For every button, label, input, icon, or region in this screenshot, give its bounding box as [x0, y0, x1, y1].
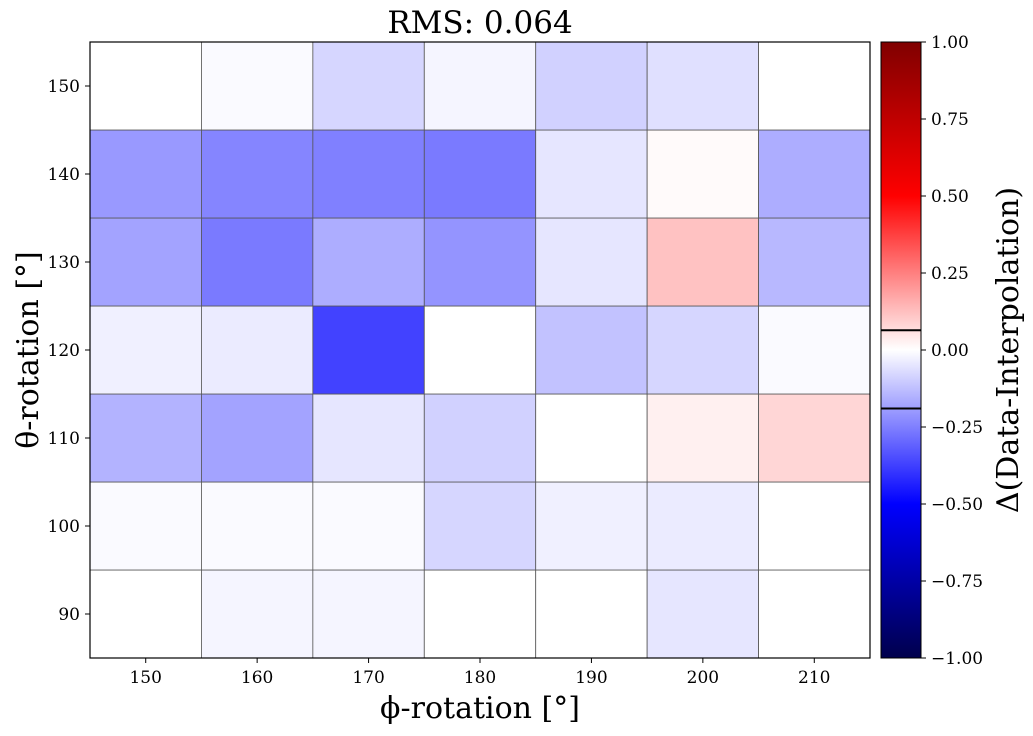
heatmap-cell	[201, 569, 314, 659]
heatmap-cell	[89, 305, 202, 395]
x-tick-label: 210	[798, 668, 830, 688]
colorbar-tick-label: 0.50	[931, 187, 969, 207]
heatmap-cell	[758, 305, 871, 395]
heatmap-cell	[201, 41, 314, 131]
x-axis-label: ϕ-rotation [°]	[380, 691, 580, 726]
colorbar-tick-label: 0.25	[931, 264, 969, 284]
y-tick-label: 140	[48, 165, 80, 185]
colorbar-tick-label: −1.00	[931, 649, 983, 669]
y-axis-ticks: 90 100 110 120 130 140 150	[48, 77, 90, 625]
heatmap-cell	[312, 129, 425, 219]
heatmap-cell	[646, 217, 759, 307]
heatmap-cell	[535, 393, 648, 483]
heatmap-cell	[89, 393, 202, 483]
colorbar-tick-label: −0.25	[931, 418, 983, 438]
heatmap-cell	[535, 41, 648, 131]
x-tick-label: 180	[464, 668, 496, 688]
heatmap-cell	[89, 569, 202, 659]
y-tick-label: 110	[48, 429, 80, 449]
colorbar-tick-label: −0.75	[931, 572, 983, 592]
heatmap-cell	[312, 481, 425, 571]
heatmap-cell	[535, 481, 648, 571]
colorbar-tick-label: 0.75	[931, 110, 969, 130]
heatmap-cell	[758, 41, 871, 131]
y-tick-label: 150	[48, 77, 80, 97]
heatmap-cell	[201, 481, 314, 571]
y-tick-label: 130	[48, 253, 80, 273]
heatmap-cell	[312, 569, 425, 659]
y-tick-label: 90	[58, 605, 80, 625]
heatmap-cell	[646, 481, 759, 571]
colorbar-tick-label: −0.50	[931, 495, 983, 515]
heatmap-cell	[535, 569, 648, 659]
heatmap-cell	[758, 129, 871, 219]
x-tick-label: 190	[575, 668, 607, 688]
heatmap-cell	[535, 217, 648, 307]
heatmap-cell	[423, 129, 537, 219]
heatmap-cell	[646, 569, 759, 659]
heatmap-cell	[312, 217, 425, 307]
heatmap-cell	[201, 393, 314, 483]
heatmap-cell	[201, 305, 314, 395]
colorbar	[880, 41, 922, 659]
plot-frame	[89, 41, 871, 659]
heatmap-cell	[89, 129, 202, 219]
y-axis-label: θ-rotation [°]	[11, 251, 46, 449]
heatmap-cells	[89, 41, 871, 659]
heatmap-cell	[89, 41, 202, 131]
heatmap-cell	[423, 481, 537, 571]
heatmap-cell	[423, 41, 537, 131]
heatmap-cell	[312, 305, 425, 395]
heatmap-cell	[758, 393, 871, 483]
heatmap-cell	[89, 481, 202, 571]
y-tick-label: 120	[48, 341, 80, 361]
x-tick-label: 170	[352, 668, 384, 688]
heatmap-cell	[312, 393, 425, 483]
heatmap-cell	[758, 569, 871, 659]
heatmap-cell	[201, 129, 314, 219]
chart-title: RMS: 0.064	[387, 5, 572, 41]
colorbar-tick-label: 1.00	[931, 33, 969, 53]
colorbar-ticks: 1.00 0.75 0.50 0.25 0.00 −0.25 −0.50 −0.75 −1.00	[921, 33, 983, 669]
x-tick-label: 200	[687, 668, 719, 688]
heatmap-cell	[646, 305, 759, 395]
colorbar-band-markers	[881, 329, 921, 410]
x-tick-label: 150	[129, 668, 161, 688]
heatmap-cell	[312, 41, 425, 131]
heatmap-cell	[423, 217, 537, 307]
heatmap-cell	[758, 481, 871, 571]
heatmap-cell	[535, 129, 648, 219]
colorbar-tick-label: 0.00	[931, 341, 969, 361]
heatmap-cell	[423, 393, 537, 483]
heatmap-cell	[646, 41, 759, 131]
x-tick-label: 160	[241, 668, 273, 688]
colorbar-label: Δ(Data-Interpolation)	[991, 187, 1026, 513]
x-axis-ticks: 150 160 170 180 190 200 210	[129, 658, 831, 688]
y-tick-label: 100	[48, 517, 80, 537]
heatmap-cell	[423, 305, 537, 395]
heatmap-cell	[201, 217, 314, 307]
heatmap-cell	[758, 217, 871, 307]
heatmap-cell	[423, 569, 537, 659]
heatmap-cell	[89, 217, 202, 307]
heatmap-cell	[535, 305, 648, 395]
heatmap-cell	[646, 129, 759, 219]
heatmap-cell	[646, 393, 759, 483]
